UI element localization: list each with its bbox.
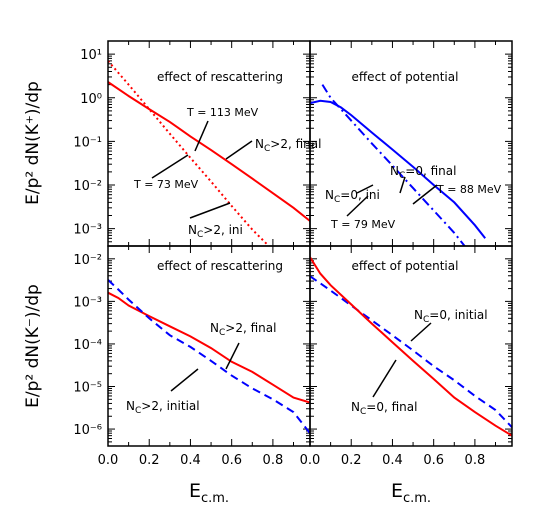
series-line-1 xyxy=(310,256,512,437)
x-tick-label: 0.0 xyxy=(300,453,321,468)
annotation: NC>2, final xyxy=(210,321,276,338)
panel-title: effect of rescattering xyxy=(157,259,283,273)
x-tick-label: 0.2 xyxy=(341,453,362,468)
x-tick-label: 0.4 xyxy=(180,453,201,468)
annotation: T = 113 MeV xyxy=(186,106,259,119)
leader-line xyxy=(225,140,253,160)
annotation: T = 79 MeV xyxy=(330,218,396,231)
panel-k_minus_rescattering: 10⁻² 10⁻³ 10⁻⁴ 10⁻⁵ 10⁻⁶ 0.0 0.2 0.4 0.6 0.8 effec… xyxy=(73,245,311,468)
y-tick-label: 10¹ xyxy=(80,48,102,63)
leader-line xyxy=(399,176,406,194)
leader-line xyxy=(356,184,374,194)
annotation: NC>2, initial xyxy=(126,399,200,416)
leader-line xyxy=(372,359,397,398)
series-line-1 xyxy=(108,279,310,434)
leader-line xyxy=(410,322,432,342)
series-line-1 xyxy=(108,60,270,246)
series-line-0 xyxy=(310,275,512,428)
y-tick-label: 10⁰ xyxy=(80,92,102,107)
y-tick-label: 10⁻¹ xyxy=(73,135,102,150)
annotation: NC=0, ini xyxy=(325,188,380,205)
x-tick-label: 0.8 xyxy=(465,453,486,468)
x-tick-label: 0.0 xyxy=(98,453,119,468)
annotation: NC=0, final xyxy=(351,400,417,417)
panel-title: effect of potential xyxy=(352,259,459,273)
panel-title: effect of potential xyxy=(352,70,459,84)
leader-line xyxy=(412,184,438,205)
panel-frame xyxy=(309,245,513,447)
y-tick-label: 10⁻⁵ xyxy=(73,381,102,396)
y-tick-label: 10⁻⁴ xyxy=(73,338,102,353)
leader-line xyxy=(225,342,240,370)
annotation: NC>2, ini xyxy=(188,223,243,240)
y-tick-label: 10⁻⁶ xyxy=(73,423,102,438)
y-tick-label: 10⁻³ xyxy=(73,223,102,238)
x-tick-label: 0.6 xyxy=(423,453,444,468)
leader-line xyxy=(346,195,369,217)
series-line-0 xyxy=(108,81,310,222)
x-axis-title-right: Ec.m. xyxy=(391,480,431,506)
panel-k_minus_potential: 0.0 0.2 0.4 0.6 0.8 effect of potential xyxy=(300,245,513,468)
annotation: NC=0, initial xyxy=(414,308,488,325)
annotation: NC>2, final xyxy=(255,137,321,154)
leader-line xyxy=(194,120,209,152)
x-tick-label: 0.2 xyxy=(139,453,160,468)
y-axis-title-kminus: E/p² dN(K⁻)/dp xyxy=(23,284,43,408)
y-tick-label: 10⁻² xyxy=(73,179,102,194)
annotation: NC=0, final xyxy=(390,164,456,181)
series-line-0 xyxy=(108,291,310,404)
leader-line xyxy=(151,154,189,179)
x-tick-label: 0.6 xyxy=(221,453,242,468)
y-axis-title-kplus: E/p² dN(K⁺)/dp xyxy=(23,81,43,205)
x-tick-label: 0.4 xyxy=(382,453,403,468)
panel-k_plus_potential: effect of potential xyxy=(309,40,513,247)
y-tick-label: 10⁻³ xyxy=(73,295,102,310)
y-tick-label: 10⁻² xyxy=(73,253,102,268)
series-line-0 xyxy=(310,99,486,239)
leader-line xyxy=(189,202,231,219)
panel-title: effect of rescattering xyxy=(157,70,283,84)
annotation: T = 73 MeV xyxy=(133,178,199,191)
series-line-1 xyxy=(321,84,466,246)
leader-line xyxy=(170,368,199,392)
x-axis-title-left: Ec.m. xyxy=(189,480,229,506)
annotation: T = 88 MeV xyxy=(436,183,502,196)
x-tick-label: 0.8 xyxy=(263,453,284,468)
panel-k_plus_rescattering: 10¹ 10⁰ 10⁻¹ 10⁻² 10⁻³ effect of rescattering xyxy=(73,40,311,247)
